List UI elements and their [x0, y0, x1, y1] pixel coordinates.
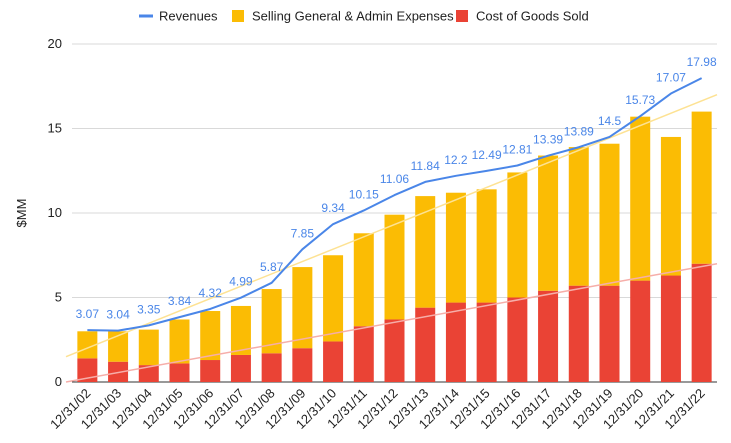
bar-cost-of-goods-sold: [538, 290, 559, 382]
bar-selling-general-admin: [599, 143, 620, 286]
revenue-data-label: 3.07: [76, 307, 100, 321]
revenue-data-label: 12.2: [444, 153, 468, 167]
y-tick-label: 5: [55, 290, 62, 305]
bar-selling-general-admin: [108, 331, 129, 362]
bar-cost-of-goods-sold: [353, 326, 374, 382]
revenue-data-label: 4.32: [199, 286, 223, 300]
bar-cost-of-goods-sold: [630, 280, 651, 382]
revenue-data-label: 12.81: [502, 143, 532, 157]
legend-marker-selling-general-admin: [232, 10, 244, 22]
bar-cost-of-goods-sold: [169, 363, 190, 382]
y-tick-label: 0: [55, 374, 62, 389]
bar-cost-of-goods-sold: [230, 354, 251, 382]
bar-selling-general-admin: [660, 136, 681, 276]
revenue-data-label: 17.07: [656, 71, 686, 85]
revenue-data-label: 7.85: [291, 226, 315, 240]
bar-cost-of-goods-sold: [691, 263, 712, 382]
bar-selling-general-admin: [691, 111, 712, 264]
bar-selling-general-admin: [323, 255, 344, 342]
revenue-data-label: 10.15: [349, 187, 379, 201]
revenue-data-label: 15.73: [625, 93, 655, 107]
bar-cost-of-goods-sold: [599, 285, 620, 382]
bar-selling-general-admin: [138, 329, 159, 366]
revenue-data-label: 9.34: [321, 201, 345, 215]
bar-selling-general-admin: [538, 155, 559, 291]
bar-selling-general-admin: [568, 147, 589, 286]
revenues-line: [87, 77, 703, 332]
bar-cost-of-goods-sold: [292, 348, 313, 382]
legend-marker-cost-of-goods-sold: [456, 10, 468, 22]
revenue-data-label: 17.98: [687, 55, 717, 69]
revenue-data-label: 13.89: [564, 124, 594, 138]
bar-cost-of-goods-sold: [200, 360, 221, 382]
y-tick-label: 10: [48, 205, 62, 220]
legend-marker-revenues: [139, 14, 153, 18]
bar-selling-general-admin: [630, 116, 651, 281]
bar-selling-general-admin: [200, 311, 221, 361]
bar-cost-of-goods-sold: [660, 275, 681, 382]
bar-cost-of-goods-sold: [384, 319, 405, 382]
bar-cost-of-goods-sold: [77, 358, 98, 382]
y-tick-label: 20: [48, 36, 62, 51]
bar-selling-general-admin: [415, 196, 436, 308]
revenue-data-label: 4.99: [229, 275, 253, 289]
bar-selling-general-admin: [353, 233, 374, 327]
bar-selling-general-admin: [476, 189, 497, 303]
legend-label: Revenues: [159, 9, 218, 24]
legend-label: Cost of Goods Sold: [476, 9, 589, 24]
revenue-data-label: 5.87: [260, 260, 284, 274]
revenue-data-label: 3.35: [137, 302, 161, 316]
bar-selling-general-admin: [445, 192, 466, 303]
revenue-data-label: 3.84: [168, 294, 192, 308]
revenue-data-label: 3.04: [106, 308, 130, 322]
bar-cost-of-goods-sold: [138, 365, 159, 382]
trendline-cost-of-goods-sold: [65, 262, 718, 383]
y-axis-title: $MM: [14, 199, 29, 228]
bar-selling-general-admin: [77, 331, 98, 359]
bar-cost-of-goods-sold: [476, 302, 497, 382]
bar-cost-of-goods-sold: [445, 302, 466, 382]
legend-label: Selling General & Admin Expenses: [252, 9, 454, 24]
revenue-data-label: 11.84: [411, 159, 440, 173]
bar-selling-general-admin: [230, 305, 251, 355]
revenue-data-label: 13.39: [533, 133, 563, 147]
bar-selling-general-admin: [507, 172, 528, 298]
revenue-data-label: 11.06: [380, 172, 409, 186]
bar-cost-of-goods-sold: [261, 353, 282, 382]
trendline-selling-general-admin: [65, 94, 718, 358]
bar-selling-general-admin: [169, 319, 190, 364]
y-tick-label: 15: [48, 121, 62, 136]
bar-selling-general-admin: [261, 289, 282, 354]
revenue-data-label: 12.49: [472, 148, 502, 162]
bar-cost-of-goods-sold: [568, 285, 589, 382]
bar-cost-of-goods-sold: [323, 341, 344, 382]
revenue-data-label: 14.5: [598, 114, 622, 128]
bar-cost-of-goods-sold: [415, 307, 436, 382]
bar-selling-general-admin: [384, 214, 405, 320]
bar-cost-of-goods-sold: [507, 297, 528, 382]
bar-selling-general-admin: [292, 267, 313, 349]
